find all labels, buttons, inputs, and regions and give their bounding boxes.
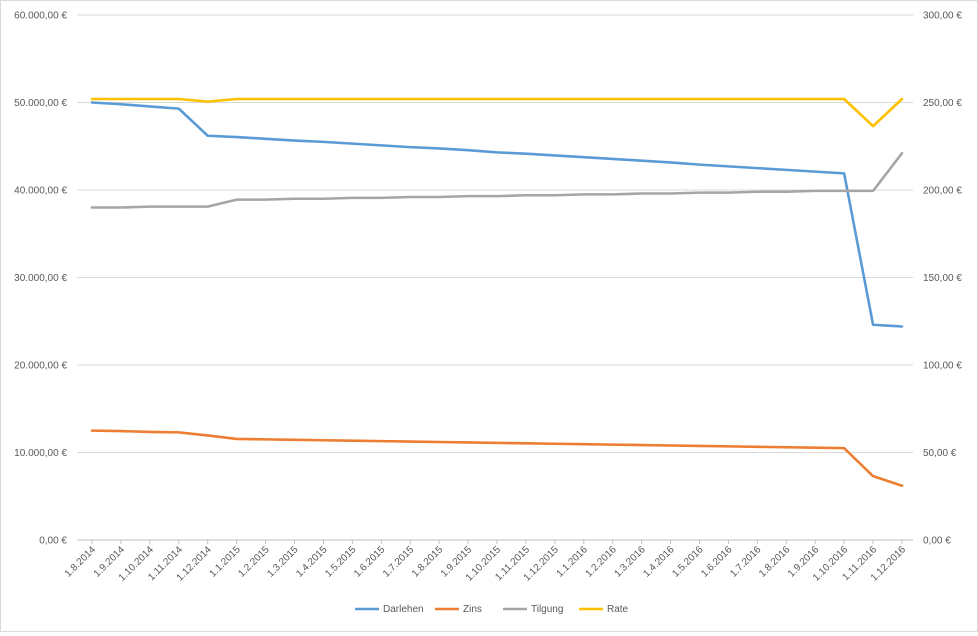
left-y-tick-label: 20.000,00 € (14, 361, 67, 372)
legend-label-zins: Zins (463, 604, 482, 615)
right-y-tick-label: 250,00 € (923, 98, 962, 109)
right-y-tick-label: 200,00 € (923, 186, 962, 197)
legend: Darlehen Zins Tilgung Rate (355, 604, 629, 615)
gridlines (77, 14, 913, 541)
series-lines (90, 97, 904, 488)
right-y-tick-label: 0,00 € (923, 536, 951, 547)
series-line-zins (90, 429, 904, 488)
x-axis: 1.8.20141.9.20141.10.20141.11.20141.12.2… (63, 540, 908, 584)
legend-label-tilgung: Tilgung (531, 604, 563, 615)
left-y-tick-label: 10.000,00 € (14, 448, 67, 459)
series-line-darlehen (90, 101, 904, 328)
left-y-axis: 0,00 € 10.000,00 € 20.000,00 € 30.000,00 € 4… (14, 11, 67, 547)
series-line-tilgung (90, 151, 904, 209)
left-y-tick-label: 50.000,00 € (14, 98, 67, 109)
left-y-tick-label: 30.000,00 € (14, 273, 67, 284)
legend-label-darlehen: Darlehen (383, 604, 424, 615)
legend-label-rate: Rate (607, 604, 629, 615)
series-line-rate (90, 97, 904, 128)
right-y-axis: 0,00 € 50,00 € 100,00 € 150,00 € 200,00 € 250… (923, 11, 962, 547)
right-y-tick-label: 50,00 € (923, 448, 957, 459)
right-y-tick-label: 100,00 € (923, 361, 962, 372)
right-y-tick-label: 300,00 € (923, 11, 962, 22)
left-y-tick-label: 60.000,00 € (14, 11, 67, 22)
left-y-tick-label: 0,00 € (39, 536, 67, 547)
left-y-tick-label: 40.000,00 € (14, 186, 67, 197)
right-y-tick-label: 150,00 € (923, 273, 962, 284)
